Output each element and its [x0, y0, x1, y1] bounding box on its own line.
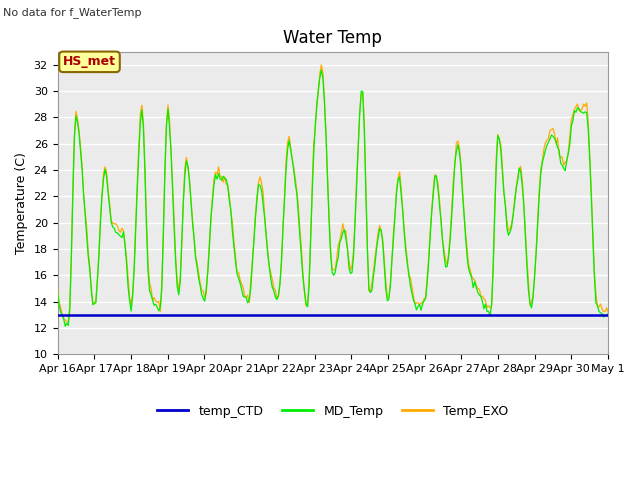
Title: Water Temp: Water Temp [284, 29, 382, 48]
Text: HS_met: HS_met [63, 55, 116, 68]
Y-axis label: Temperature (C): Temperature (C) [15, 152, 28, 254]
Text: No data for f_WaterTemp: No data for f_WaterTemp [3, 7, 141, 18]
Legend: temp_CTD, MD_Temp, Temp_EXO: temp_CTD, MD_Temp, Temp_EXO [152, 400, 514, 423]
